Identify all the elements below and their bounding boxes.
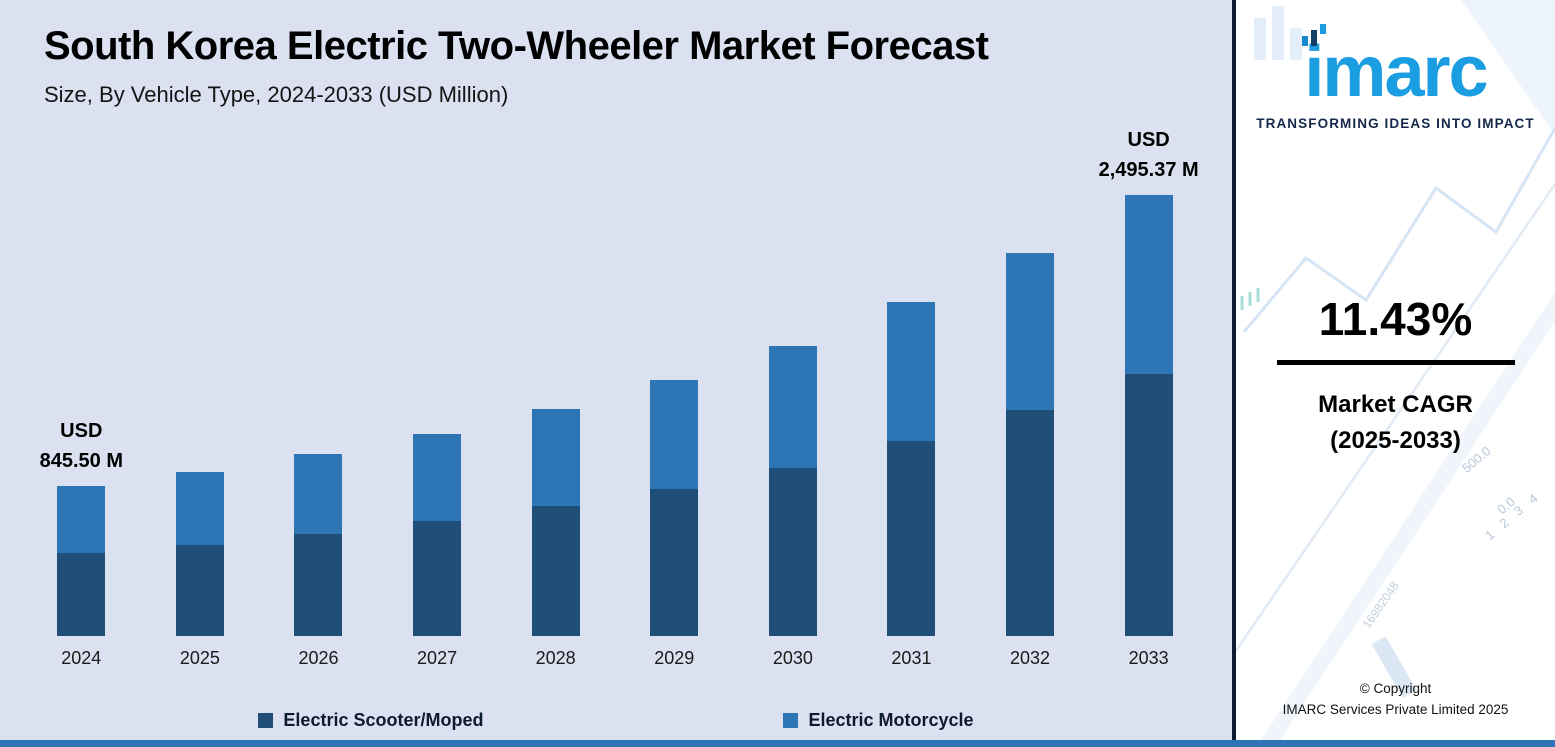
legend-label: Electric Motorcycle xyxy=(808,710,974,730)
bar-segment-electric-scooter-moped xyxy=(650,488,699,636)
x-axis-tick-label: 2033 xyxy=(1128,648,1169,668)
bar-column-2033: USD 2,495.37 M 2033 xyxy=(1089,129,1208,668)
bar-segment-electric-scooter-moped xyxy=(768,467,817,636)
x-axis-tick-label: 2031 xyxy=(891,648,932,668)
bar-column-2028: 2028 xyxy=(496,176,615,668)
cagr-value: 11.43% xyxy=(1318,293,1473,345)
bar-segment-electric-motorcycle xyxy=(57,486,106,553)
chart-section: South Korea Electric Two-Wheeler Market … xyxy=(0,24,1232,731)
bar-segment-electric-motorcycle xyxy=(1124,194,1173,375)
bar-segment-electric-motorcycle xyxy=(294,454,343,534)
stacked-bar-2028 xyxy=(531,409,580,636)
decor-axis-number: 16982048 xyxy=(1359,579,1402,631)
legend-swatch xyxy=(783,713,799,728)
x-axis-tick-label: 2027 xyxy=(417,648,458,668)
legend-item-electric-scooter-moped: Electric Scooter/Moped xyxy=(258,710,483,731)
x-axis-tick-label: 2032 xyxy=(1010,648,1051,668)
copyright-line2: IMARC Services Private Limited 2025 xyxy=(1282,702,1509,718)
stacked-bar-2032 xyxy=(1006,252,1055,636)
stacked-bar-2025 xyxy=(175,472,224,636)
decor-axis-number: 1 2 3 4 xyxy=(1482,487,1544,544)
bar-segment-electric-motorcycle xyxy=(531,409,580,507)
bar-segment-electric-motorcycle xyxy=(1006,252,1055,411)
stacked-bar-2027 xyxy=(413,433,462,636)
logo-bar-chart-icon xyxy=(1302,24,1327,46)
info-sidebar: 500.0 0.0 1 2 3 4 16982048 imarc TRANSFO… xyxy=(1236,0,1555,747)
cagr-underline xyxy=(1276,360,1515,365)
page-title: South Korea Electric Two-Wheeler Market … xyxy=(44,24,989,68)
bar-segment-electric-scooter-moped xyxy=(175,544,224,636)
logo-wordmark: imarc xyxy=(1304,32,1488,112)
bar-segment-electric-scooter-moped xyxy=(1006,410,1055,636)
legend-swatch xyxy=(258,713,274,728)
bar-segment-electric-scooter-moped xyxy=(57,552,106,636)
bar-column-2026: 2026 xyxy=(259,176,378,668)
x-axis-tick-label: 2028 xyxy=(535,648,576,668)
bar-segment-electric-motorcycle xyxy=(650,380,699,489)
copyright-notice: © Copyright IMARC Services Private Limit… xyxy=(1236,679,1555,721)
stacked-bar-2030 xyxy=(768,345,817,636)
bottom-accent-bar xyxy=(0,740,1555,747)
stacked-bar-2024 xyxy=(57,486,106,636)
x-axis-tick-label: 2026 xyxy=(298,648,339,668)
x-axis-tick-label: 2030 xyxy=(772,648,813,668)
imarc-logo: imarc TRANSFORMING IDEAS INTO IMPACT xyxy=(1236,24,1555,131)
bar-segment-electric-scooter-moped xyxy=(887,440,936,636)
bar-column-2029: 2029 xyxy=(615,176,734,668)
decor-axis-number: 0.0 xyxy=(1494,493,1518,518)
page-subtitle: Size, By Vehicle Type, 2024-2033 (USD Mi… xyxy=(44,82,509,107)
bar-column-2031: 2031 xyxy=(852,176,971,668)
stacked-bar-2033 xyxy=(1124,194,1173,636)
cagr-label-line2: (2025-2033) xyxy=(1330,427,1461,454)
bar-column-2025: 2025 xyxy=(141,176,260,668)
bar-segment-electric-scooter-moped xyxy=(531,506,580,636)
chart-legend: Electric Scooter/Moped Electric Motorcycl… xyxy=(0,710,1232,731)
bar-segment-electric-motorcycle xyxy=(413,433,462,522)
imarc-logo-text: imarc xyxy=(1302,24,1489,108)
bar-segment-electric-scooter-moped xyxy=(413,521,462,636)
x-axis-tick-label: 2024 xyxy=(61,648,102,668)
bar-column-2027: 2027 xyxy=(378,176,497,668)
bar-segment-electric-scooter-moped xyxy=(1124,374,1173,636)
value-label-line: 2,495.37 M xyxy=(1098,158,1199,181)
x-axis-tick-label: 2025 xyxy=(179,648,220,668)
bar-column-2024: USD 845.50 M 2024 xyxy=(22,176,141,668)
value-label-2033: USD 2,495.37 M xyxy=(1099,125,1199,185)
cagr-label-line1: Market CAGR xyxy=(1318,391,1473,418)
bar-segment-electric-motorcycle xyxy=(175,472,224,545)
bar-column-2030: 2030 xyxy=(734,176,853,668)
value-label-line: 845.50 M xyxy=(39,450,123,473)
stacked-bar-2029 xyxy=(650,380,699,636)
copyright-line1: © Copyright xyxy=(1359,681,1432,697)
stacked-bar-2031 xyxy=(887,302,936,636)
bar-segment-electric-motorcycle xyxy=(768,345,817,468)
legend-item-electric-motorcycle: Electric Motorcycle xyxy=(783,710,974,731)
logo-tagline: TRANSFORMING IDEAS INTO IMPACT xyxy=(1256,116,1535,131)
value-label-2024: USD 845.50 M xyxy=(40,416,123,476)
chart-plot: USD 845.50 M 2024 2025 2026 2027 2028 2029 2030 2… xyxy=(22,129,1208,668)
section-divider xyxy=(1232,0,1236,747)
value-label-line: USD xyxy=(1127,128,1170,151)
bar-segment-electric-scooter-moped xyxy=(294,533,343,636)
x-axis-tick-label: 2029 xyxy=(654,648,695,668)
cagr-block: 11.43% Market CAGR (2025-2033) xyxy=(1236,292,1555,459)
bar-column-2032: 2032 xyxy=(971,176,1090,668)
legend-label: Electric Scooter/Moped xyxy=(283,710,484,730)
value-label-line: USD xyxy=(60,420,103,443)
stacked-bar-2026 xyxy=(294,454,343,636)
bar-segment-electric-motorcycle xyxy=(887,302,936,441)
